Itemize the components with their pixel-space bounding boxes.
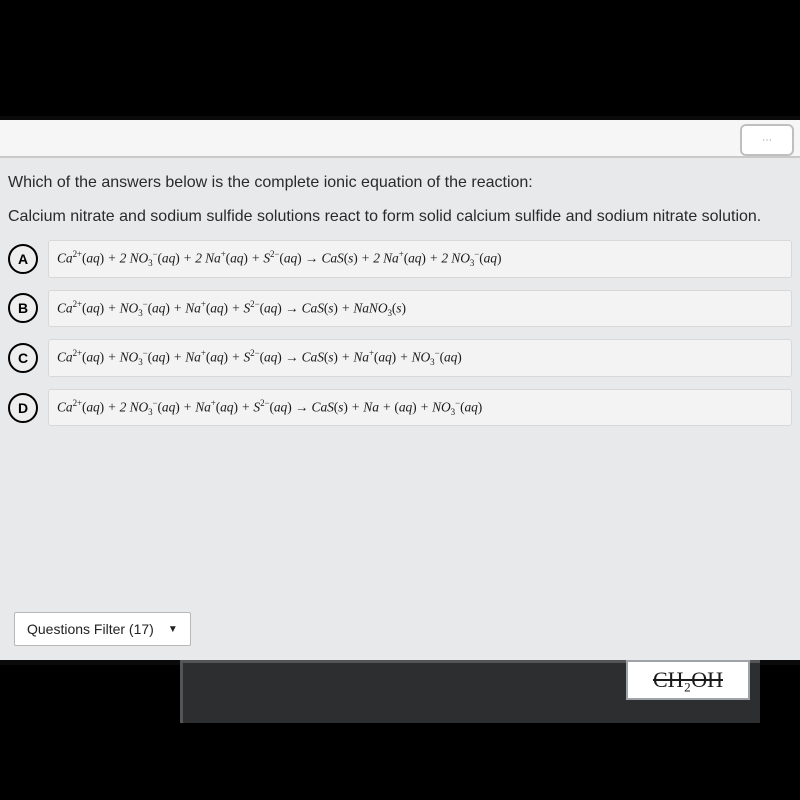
option-letter: C (8, 343, 38, 373)
chevron-down-icon: ▼ (168, 624, 178, 635)
screen-area: ⋯ Which of the answers below is the comp… (0, 116, 800, 665)
option-letter: B (8, 293, 38, 323)
prompt-line-1: Which of the answers below is the comple… (8, 174, 792, 192)
outer-frame: ⋯ Which of the answers below is the comp… (0, 0, 800, 800)
option-equation: Ca2+(aq) + NO3−(aq) + Na+(aq) + S2−(aq) … (48, 339, 792, 377)
option-equation: Ca2+(aq) + NO3−(aq) + Na+(aq) + S2−(aq) … (48, 290, 792, 328)
option-letter: A (8, 244, 38, 274)
top-bar: ⋯ (0, 120, 800, 158)
answer-option-d[interactable]: D Ca2+(aq) + 2 NO3−(aq) + Na+(aq) + S2−(… (8, 389, 792, 427)
option-letter: D (8, 393, 38, 423)
questions-filter-dropdown[interactable]: Questions Filter (17) ▼ (14, 612, 191, 646)
prompt-line-2: Calcium nitrate and sodium sulfide solut… (8, 208, 792, 226)
question-area: Which of the answers below is the comple… (8, 174, 792, 426)
filter-label: Questions Filter (17) (27, 621, 154, 637)
answers-list: A Ca2+(aq) + 2 NO3−(aq) + 2 Na+(aq) + S2… (8, 240, 792, 426)
answer-option-c[interactable]: C Ca2+(aq) + NO3−(aq) + Na+(aq) + S2−(aq… (8, 339, 792, 377)
top-right-button-stub[interactable]: ⋯ (740, 124, 794, 156)
answer-option-b[interactable]: B Ca2+(aq) + NO3−(aq) + Na+(aq) + S2−(aq… (8, 290, 792, 328)
bottom-right-formula-label: CH₂OH (626, 660, 750, 700)
formula-text: CH₂OH (653, 667, 723, 693)
option-equation: Ca2+(aq) + 2 NO3−(aq) + 2 Na+(aq) + S2−(… (48, 240, 792, 278)
option-equation: Ca2+(aq) + 2 NO3−(aq) + Na+(aq) + S2−(aq… (48, 389, 792, 427)
answer-option-a[interactable]: A Ca2+(aq) + 2 NO3−(aq) + 2 Na+(aq) + S2… (8, 240, 792, 278)
